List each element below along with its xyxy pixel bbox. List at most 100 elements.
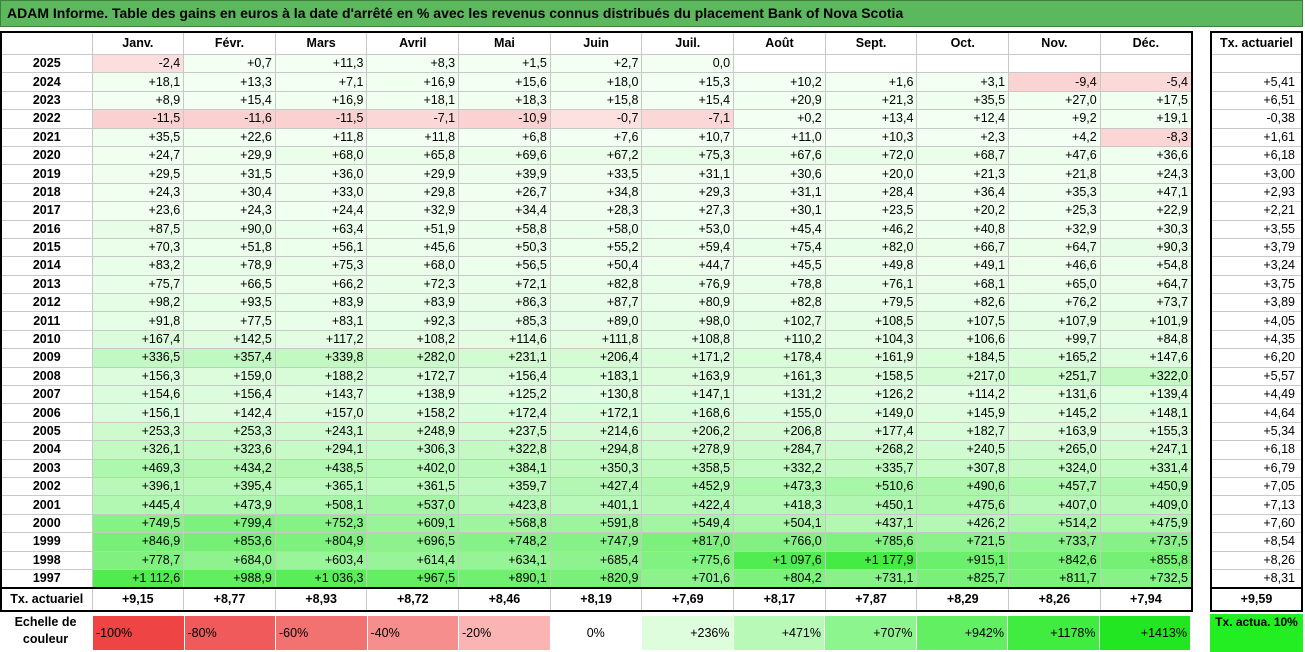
footer-rate-cell: +8,26: [1008, 587, 1101, 612]
gain-cell: +322,8: [458, 440, 551, 460]
gain-cell: +27,0: [1008, 90, 1101, 111]
gain-cell: +457,7: [1008, 476, 1101, 497]
gain-cell: +76,2: [1008, 293, 1101, 313]
gain-cell: +18,0: [549, 72, 643, 92]
gain-cell: +172,7: [366, 366, 460, 387]
gain-cell: +12,4: [916, 109, 1010, 129]
gain-cell: +83,9: [366, 293, 460, 313]
gain-cell: +733,7: [1008, 532, 1101, 552]
gain-cell: +350,3: [549, 458, 643, 478]
col-header-juil: Juil.: [641, 31, 735, 55]
gain-cell: +25,3: [1008, 201, 1101, 221]
gain-cell: +1 036,3: [274, 568, 368, 589]
gain-cell: +90,0: [183, 219, 276, 239]
year-label: 2017: [0, 201, 93, 221]
gain-cell: +336,5: [91, 348, 185, 368]
gain-cell: +731,1: [824, 568, 918, 589]
gain-cell: +15,6: [458, 72, 551, 92]
gain-cell: +988,9: [183, 568, 276, 589]
gain-cell: +104,3: [824, 329, 918, 350]
gain-cell: +158,5: [824, 366, 918, 387]
gain-cell: +79,5: [824, 293, 918, 313]
gain-cell: +30,4: [183, 182, 276, 203]
gain-cell: +747,9: [549, 532, 643, 552]
table-row: 2021 +35,5 +22,6 +11,8 +11,8 +6,8 +7,6 +10,7 +11…: [0, 127, 1193, 147]
gain-cell: +145,9: [916, 403, 1010, 423]
side-footer-row: +9,59: [1210, 587, 1303, 612]
year-label: 1998: [0, 550, 93, 570]
gain-cell: +247,1: [1099, 440, 1193, 460]
gain-cell: +4,2: [1008, 127, 1101, 147]
gain-cell: +36,6: [1099, 145, 1193, 166]
gain-cell: +83,2: [91, 256, 185, 276]
col-header-f-vr: Févr.: [183, 31, 276, 55]
gain-cell: +51,9: [366, 219, 460, 239]
gain-cell: +33,0: [274, 182, 368, 203]
table-row: 2015 +70,3 +51,8 +56,1 +45,6 +50,3 +55,2 +59,4 +…: [0, 237, 1193, 258]
scale-step: +471%: [733, 616, 824, 650]
gain-cell: +206,2: [641, 421, 735, 442]
table-row: 2009 +336,5 +357,4 +339,8 +282,0 +231,1 +206,4…: [0, 348, 1193, 368]
gain-cell: +31,1: [733, 182, 826, 203]
side-row: +8,26: [1210, 550, 1303, 570]
year-label: 2006: [0, 403, 93, 423]
gain-cell: +407,0: [1008, 495, 1101, 515]
gain-cell: +32,9: [1008, 219, 1101, 239]
gain-cell: +322,0: [1099, 366, 1193, 387]
gain-cell: +609,1: [366, 513, 460, 534]
gain-cell: +182,7: [916, 421, 1010, 442]
gain-cell: +358,5: [641, 458, 735, 478]
rate-cell: -0,38: [1210, 109, 1303, 129]
side-row: +4,49: [1210, 385, 1303, 405]
tx-actuariel-legend: Tx. actua. 10%: [1210, 614, 1303, 652]
gain-cell: +24,3: [1099, 164, 1193, 184]
gain-cell: +168,6: [641, 403, 735, 423]
gain-cell: -11,5: [274, 109, 368, 129]
gain-cell: +73,7: [1099, 293, 1193, 313]
gain-cell: +549,4: [641, 513, 735, 534]
side-row: -0,38: [1210, 109, 1303, 129]
gain-cell: +167,4: [91, 329, 185, 350]
gain-cell: +157,0: [274, 403, 368, 423]
rate-cell: +6,20: [1210, 348, 1303, 368]
gain-cell: +591,8: [549, 513, 643, 534]
gain-cell: +7,6: [549, 127, 643, 147]
gain-cell: [824, 53, 918, 74]
gain-cell: +422,4: [641, 495, 735, 515]
gain-cell: +34,8: [549, 182, 643, 203]
gain-cell: +15,4: [183, 90, 276, 111]
gain-cell: +163,9: [1008, 421, 1101, 442]
year-label: 2004: [0, 440, 93, 460]
gain-cell: +67,6: [733, 145, 826, 166]
gain-cell: +76,1: [824, 274, 918, 295]
gain-cell: +248,9: [366, 421, 460, 442]
gain-cell: +817,0: [641, 532, 735, 552]
gain-cell: +23,5: [824, 201, 918, 221]
gain-cell: +126,2: [824, 385, 918, 405]
gain-cell: +799,4: [183, 513, 276, 534]
gain-cell: +93,5: [183, 293, 276, 313]
year-label: 2001: [0, 495, 93, 515]
gain-cell: +737,5: [1099, 532, 1193, 552]
gain-cell: +114,6: [458, 329, 551, 350]
table-row: 2005 +253,3 +253,3 +243,1 +248,9 +237,5 +214,6…: [0, 421, 1193, 442]
rate-cell: +5,41: [1210, 72, 1303, 92]
col-header-juin: Juin: [549, 31, 643, 55]
gain-cell: +183,1: [549, 366, 643, 387]
side-row: +2,21: [1210, 201, 1303, 221]
rate-cell: +3,75: [1210, 274, 1303, 295]
gain-cell: +445,4: [91, 495, 185, 515]
gain-cell: -11,5: [91, 109, 185, 129]
table-row: 2013 +75,7 +66,5 +66,2 +72,3 +72,1 +82,8 +76,9 +…: [0, 274, 1193, 295]
table-row: 2004 +326,1 +323,6 +294,1 +306,3 +322,8 +294,8…: [0, 440, 1193, 460]
gain-cell: +510,6: [824, 476, 918, 497]
gain-cell: +9,2: [1008, 109, 1101, 129]
gain-cell: +402,0: [366, 458, 460, 478]
gain-cell: [733, 53, 826, 74]
col-header-janv: Janv.: [91, 31, 185, 55]
gain-cell: +13,4: [824, 109, 918, 129]
gain-cell: +475,6: [916, 495, 1010, 515]
footer-rate-cell: +8,93: [274, 587, 368, 612]
gain-cell: +75,3: [641, 145, 735, 166]
side-row: +4,64: [1210, 403, 1303, 423]
